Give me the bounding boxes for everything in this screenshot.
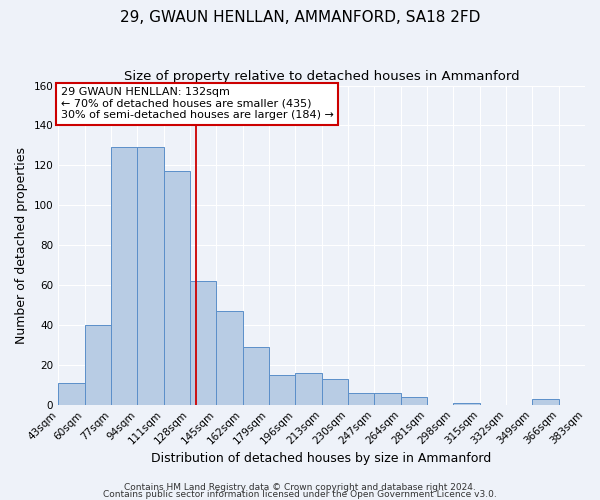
Bar [111, 148, 137, 404]
Bar [137, 148, 164, 404]
Bar [401, 396, 427, 404]
Text: Contains HM Land Registry data © Crown copyright and database right 2024.: Contains HM Land Registry data © Crown c… [124, 484, 476, 492]
Title: Size of property relative to detached houses in Ammanford: Size of property relative to detached ho… [124, 70, 520, 83]
Text: 29, GWAUN HENLLAN, AMMANFORD, SA18 2FD: 29, GWAUN HENLLAN, AMMANFORD, SA18 2FD [120, 10, 480, 25]
Bar [58, 383, 85, 404]
Bar [85, 325, 111, 404]
Bar [295, 373, 322, 404]
Bar [269, 375, 295, 404]
Text: Contains public sector information licensed under the Open Government Licence v3: Contains public sector information licen… [103, 490, 497, 499]
Text: 29 GWAUN HENLLAN: 132sqm
← 70% of detached houses are smaller (435)
30% of semi-: 29 GWAUN HENLLAN: 132sqm ← 70% of detach… [61, 87, 334, 120]
Bar [453, 402, 479, 404]
Bar [532, 398, 559, 404]
Bar [348, 393, 374, 404]
Bar [322, 379, 348, 404]
Bar [190, 281, 216, 404]
Bar [242, 347, 269, 405]
Bar [216, 311, 242, 404]
Bar [374, 393, 401, 404]
Y-axis label: Number of detached properties: Number of detached properties [15, 146, 28, 344]
Bar [164, 172, 190, 404]
X-axis label: Distribution of detached houses by size in Ammanford: Distribution of detached houses by size … [151, 452, 492, 465]
